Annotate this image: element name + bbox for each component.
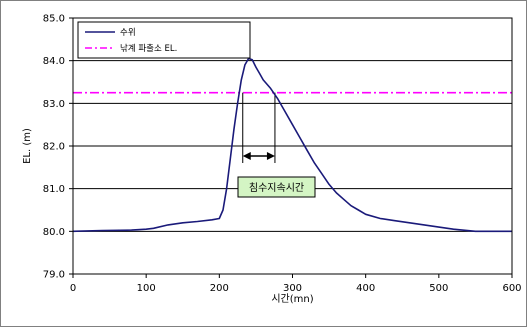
annotation-box-bg [237,176,316,198]
legend-box [77,21,251,59]
x-tick-label: 600 [502,283,521,294]
y-axis-title: EL. (m) [22,128,33,164]
annotation-box: 침수지속시간 [237,176,316,198]
x-tick-label: 500 [429,283,448,294]
x-tick-label: 0 [70,283,76,294]
y-tick-label: 85.0 [43,14,65,25]
series-layer [72,57,512,233]
annotation-label: 침수지속시간 [249,182,304,194]
tick-layer: 79.0 80.0 81.0 82.0 83.0 84.0 85.0 0 100 200 300 40… [43,14,522,295]
x-tick-label: 300 [283,283,302,294]
annotation-arrow-head-right [266,152,275,160]
y-tick-label: 82.0 [43,142,65,153]
y-tick-label: 80.0 [43,227,65,238]
annotation-layer [242,92,276,163]
legend-label-threshold: 낚계 파출소 EL. [120,43,177,54]
y-tick-label: 84.0 [43,56,65,67]
x-tick-label: 100 [137,283,156,294]
x-tick-label: 200 [210,283,229,294]
y-tick-label: 83.0 [43,99,65,110]
y-tick-label: 79.0 [43,270,65,281]
x-axis-title: 시간(mn) [271,293,313,305]
x-tick-label: 400 [356,283,375,294]
legend-label-water-level: 수위 [120,28,136,38]
annotation-arrow-head-left [242,152,251,160]
y-tick-label: 81.0 [43,184,65,195]
legend: 수위 낚계 파출소 EL. [77,21,251,59]
water-level-line [72,57,512,233]
